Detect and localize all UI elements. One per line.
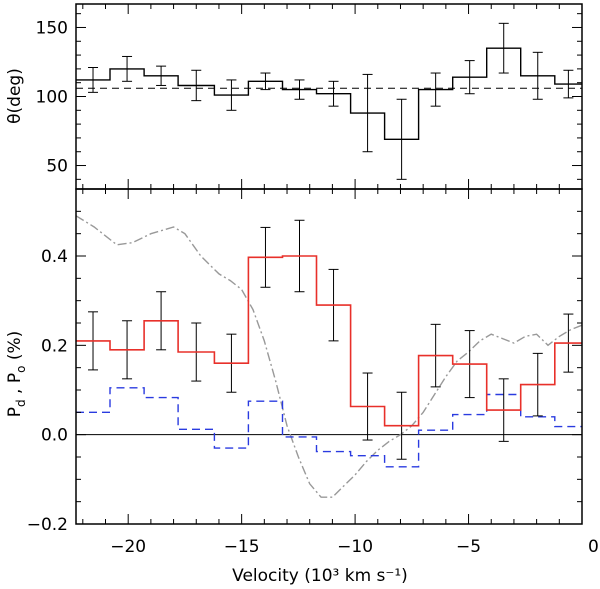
ylabel-pct: (%) — [5, 331, 25, 366]
flux-series — [75, 215, 583, 498]
ylabel-p1: P — [5, 407, 25, 417]
pd-error-bars — [88, 219, 574, 460]
theta-ytick-label: 150 — [36, 18, 68, 38]
velocity-x-axis-label: Velocity (10³ km s⁻¹) — [232, 566, 408, 586]
theta-step-line — [76, 47, 582, 140]
velocity-x-ticks: −20 −15 −10 −5 0 — [82, 189, 599, 557]
pol-ytick-label: 0.0 — [41, 426, 68, 446]
velocity-xtick-label: 0 — [588, 537, 599, 557]
ylabel-sub-o: o — [14, 366, 28, 373]
polarization-panel: −0.2 0.0 0.2 0.4 −20 −15 −10 −5 0 Pd , Po (%) V… — [5, 188, 599, 586]
po-dashed-step-line — [76, 387, 582, 468]
pol-ytick-label: −0.2 — [27, 515, 68, 535]
ylabel-sep: , — [5, 383, 25, 399]
velocity-xtick-label: −15 — [224, 537, 260, 557]
pol-ytick-label: 0.2 — [41, 336, 68, 356]
theta-ytick-label: 50 — [46, 157, 68, 177]
velocity-xtick-label: −5 — [456, 537, 481, 557]
polarization-y-axis-label: Pd , Po (%) — [5, 331, 28, 418]
polarization-panel-frame — [75, 188, 583, 525]
theta-series — [76, 47, 582, 140]
po-series — [76, 387, 582, 468]
theta-ytick-label: 100 — [36, 88, 68, 108]
velocity-xtick-label: −10 — [337, 537, 373, 557]
polarization-y-ticks: −0.2 0.0 0.2 0.4 — [27, 188, 582, 535]
flux-dash-dot-line — [75, 215, 583, 498]
pd-step-line — [76, 255, 582, 427]
theta-y-ticks: 50 100 150 — [36, 13, 582, 180]
ylabel-sub-d: d — [14, 399, 28, 407]
theta-y-axis-label: θ(deg) — [5, 68, 25, 124]
theta-panel-frame — [75, 3, 583, 190]
ylabel-p2: P — [5, 373, 25, 383]
pol-ytick-label: 0.4 — [41, 247, 68, 267]
velocity-xtick-label: −20 — [110, 537, 146, 557]
pd-series — [76, 255, 582, 427]
theta-x-ticks — [82, 4, 583, 189]
theta-panel: 50 100 150 θ(deg) — [5, 3, 583, 190]
theta-error-bars — [88, 22, 574, 180]
